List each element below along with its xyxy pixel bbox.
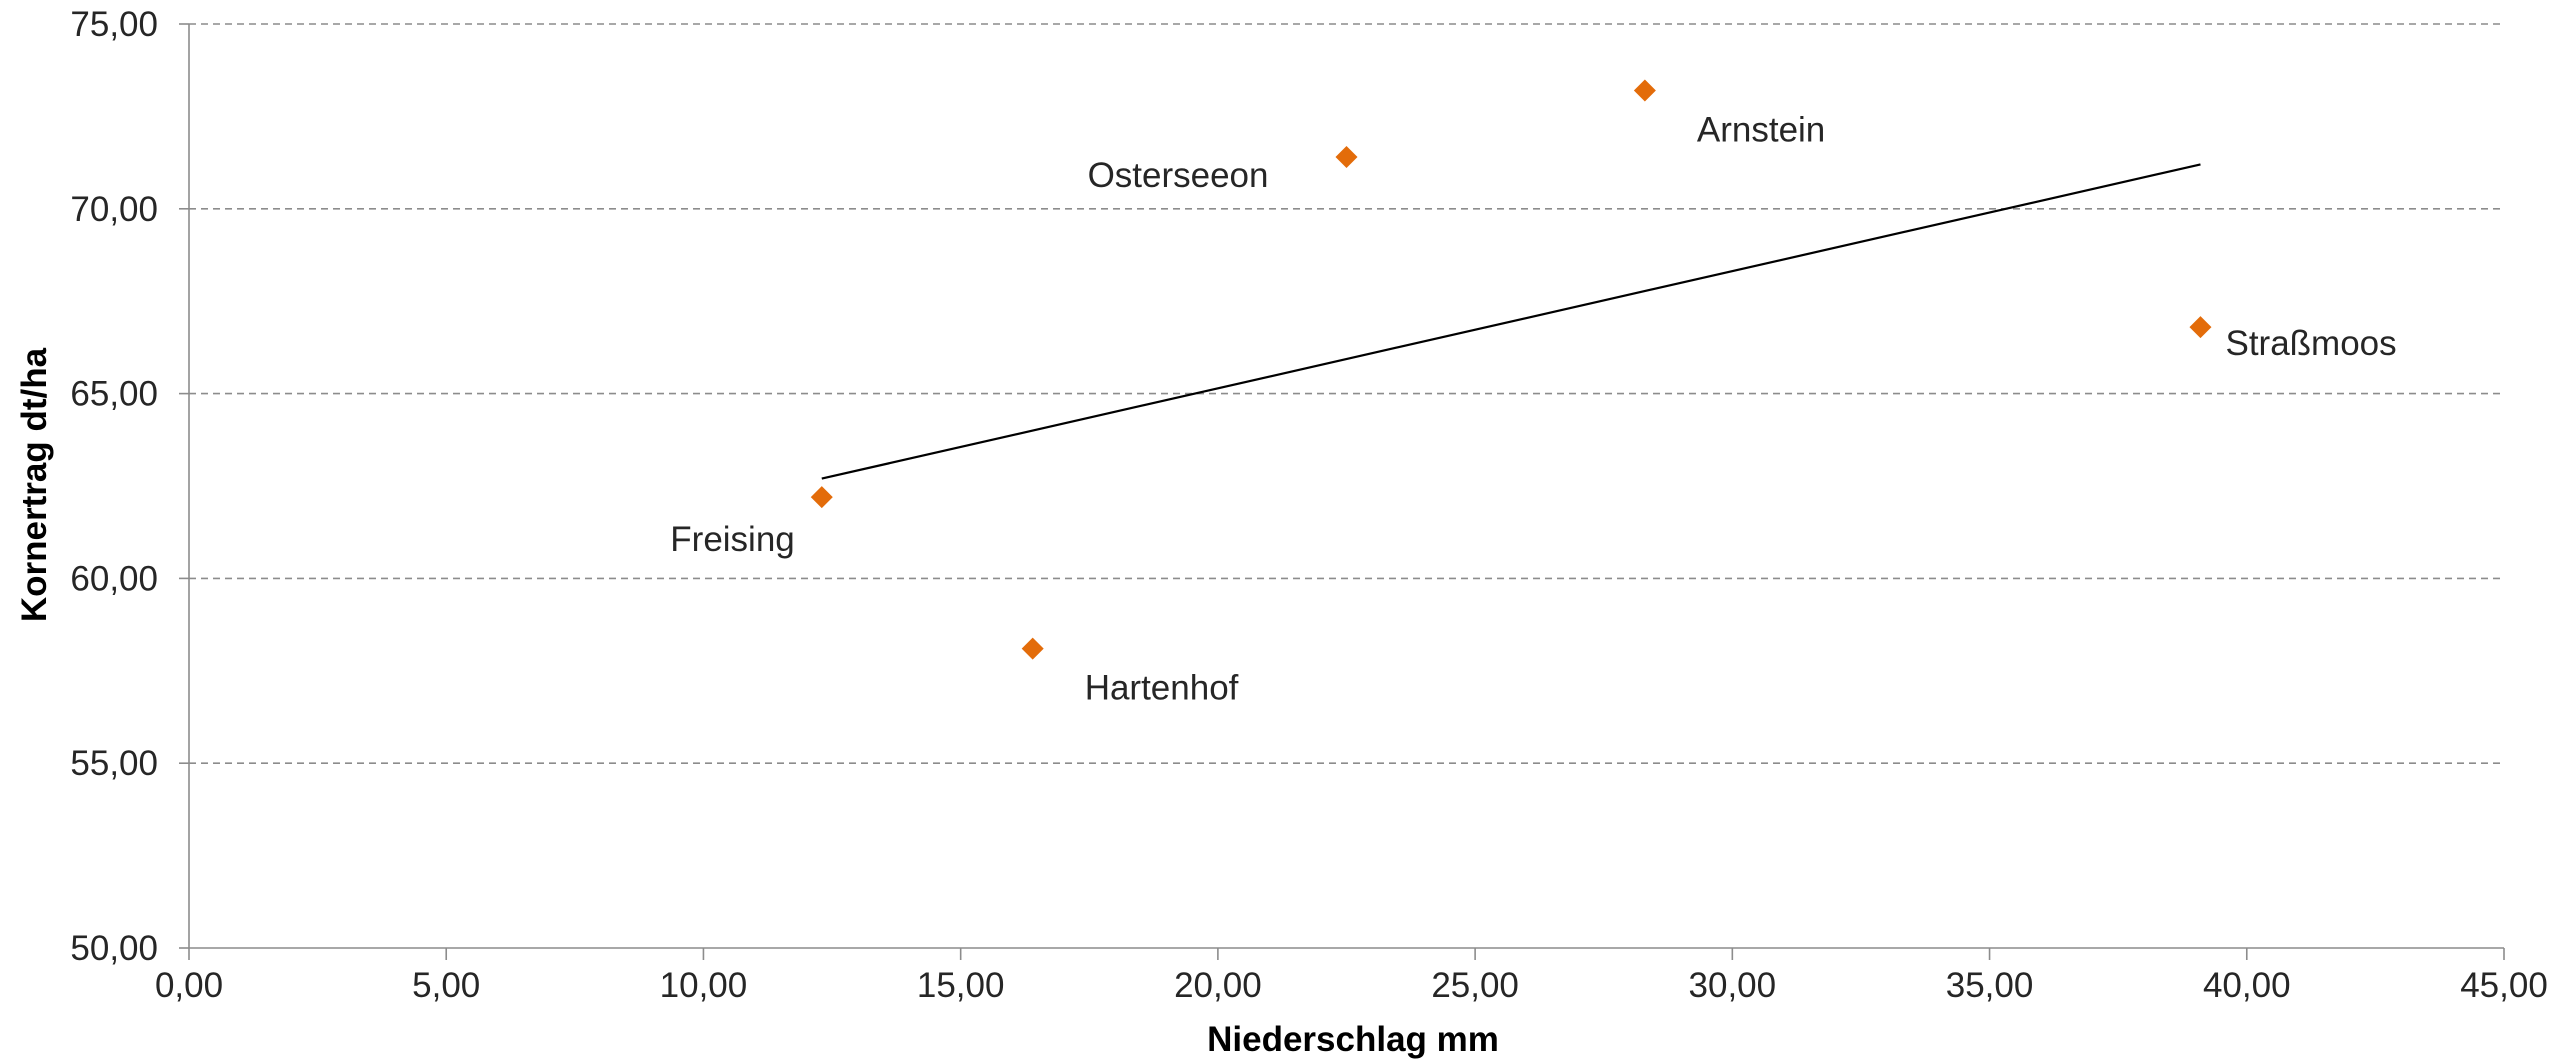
data-point-marker [1335, 146, 1358, 169]
data-point-label: Freising [670, 520, 794, 559]
point-labels: Freising Hartenhof Osterseeon Arnstein Straß… [670, 111, 2396, 708]
data-point-marker [1021, 637, 1044, 660]
gridlines [189, 23, 2504, 765]
data-point-label: Straßmoos [2225, 324, 2396, 363]
data-point-label: Hartenhof [1085, 669, 1239, 708]
x-tick-label: 45,00 [2460, 966, 2548, 1005]
y-tick-label: 70,00 [70, 190, 158, 229]
y-tick-label: 55,00 [70, 744, 158, 783]
data-point-label: Arnstein [1697, 111, 1825, 150]
x-tick-label: 25,00 [1431, 966, 1519, 1005]
y-tick-label: 60,00 [70, 559, 158, 598]
x-tick-label: 0,00 [155, 966, 223, 1005]
data-point-label: Osterseeon [1088, 156, 1269, 195]
trendline-layer [821, 163, 2201, 480]
x-tick-label: 20,00 [1174, 966, 1262, 1005]
axes: 50,00 55,00 60,00 65,00 70,00 75,00 0,00 5,00 10… [70, 5, 2547, 1005]
y-tick-label: 65,00 [70, 375, 158, 414]
y-axis-title: Kornertrag dt/ha [15, 347, 54, 622]
x-tick-label: 30,00 [1689, 966, 1777, 1005]
x-tick-label: 15,00 [917, 966, 1005, 1005]
y-tick-label: 50,00 [70, 929, 158, 968]
data-point-marker [1633, 79, 1656, 102]
x-tick-label: 40,00 [2203, 966, 2291, 1005]
x-axis-title: Niederschlag mm [1207, 1020, 1499, 1059]
x-tick-label: 35,00 [1946, 966, 2034, 1005]
data-point-marker [2189, 316, 2212, 339]
data-points [810, 79, 2212, 660]
trendline [821, 163, 2201, 480]
data-point-marker [810, 486, 833, 509]
x-tick-label: 5,00 [412, 966, 480, 1005]
x-tick-label: 10,00 [660, 966, 748, 1005]
y-tick-label: 75,00 [70, 5, 158, 44]
